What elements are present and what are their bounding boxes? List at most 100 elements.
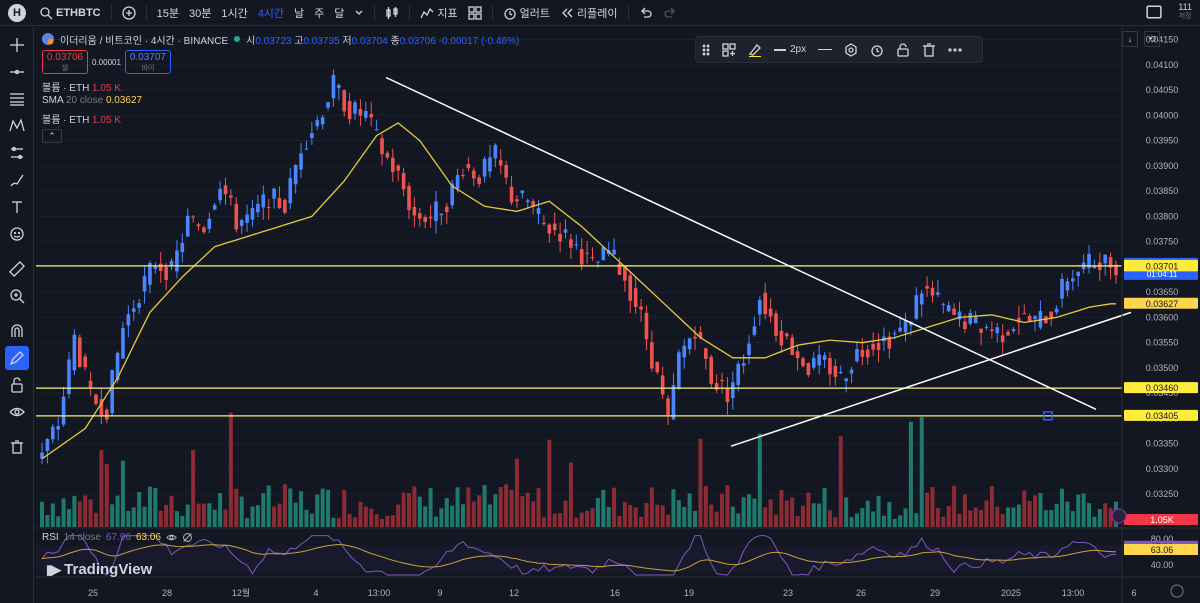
crosshair-icon — [9, 38, 24, 52]
unlock-icon — [10, 377, 23, 393]
volume-bar — [989, 485, 994, 527]
alert-add-icon[interactable] — [870, 43, 884, 57]
volume2-name: 볼륨 · ETH — [42, 115, 90, 126]
alert-button[interactable]: 얼러트 — [503, 5, 550, 21]
keep-drawing-tool[interactable] — [4, 346, 29, 370]
lock-icon[interactable] — [896, 42, 910, 57]
candle-body — [1076, 271, 1081, 277]
volume-bar — [1076, 494, 1081, 527]
interval-4h[interactable]: 4시간 — [257, 7, 285, 20]
candle-body — [650, 342, 654, 369]
volume-bar — [137, 491, 142, 527]
trash-icon[interactable] — [922, 42, 936, 57]
fullscreen-square-icon[interactable] — [1146, 4, 1162, 20]
volume-bar — [196, 503, 201, 527]
user-avatar[interactable]: H — [8, 3, 26, 22]
brush-tool[interactable] — [5, 168, 29, 192]
settings-icon[interactable] — [844, 42, 858, 57]
volume-bar — [228, 412, 233, 527]
line-color-icon[interactable] — [748, 43, 762, 57]
candle-body — [1054, 308, 1059, 313]
forecast-tool[interactable] — [5, 141, 29, 165]
candle-body — [757, 299, 762, 315]
magnet-tool[interactable] — [5, 319, 29, 343]
measure-tool[interactable] — [5, 257, 29, 281]
chart-type-button[interactable] — [385, 6, 399, 20]
symbol-search[interactable]: ETHBTC — [39, 6, 101, 20]
candle-body — [779, 330, 784, 346]
trendline-tool[interactable] — [5, 60, 29, 84]
hidden-icon[interactable] — [182, 532, 193, 543]
volume-bar — [628, 504, 633, 527]
y-tick-label: 0.03600 — [1146, 312, 1179, 322]
candle-body — [337, 84, 341, 88]
candle-body — [272, 188, 276, 199]
interval-15m[interactable]: 15분 — [156, 7, 179, 20]
volume-bar — [590, 508, 595, 527]
chevron-down-icon[interactable] — [352, 6, 366, 20]
candle-body — [644, 312, 649, 340]
candle-body — [1011, 329, 1016, 332]
line-width-select[interactable]: 2px — [774, 44, 806, 55]
interval-1M[interactable]: 달 — [334, 7, 345, 20]
volume-indicator-legend[interactable]: 볼륨 · ETH 1.05 K — [42, 79, 519, 94]
redo-button[interactable] — [663, 6, 677, 20]
reset-scale-button[interactable]: ⟲ — [1144, 31, 1160, 47]
template-icon[interactable] — [722, 42, 736, 57]
interval-1w[interactable]: 주 — [314, 7, 325, 20]
grid-icon — [468, 5, 482, 20]
collapse-legend-button[interactable]: ⌃ — [42, 129, 62, 143]
interval-1h[interactable]: 1시간 — [221, 7, 248, 20]
y-tick-label: 0.03250 — [1146, 489, 1179, 499]
pattern-tool[interactable] — [5, 114, 29, 138]
candle-body — [1108, 257, 1113, 268]
interval-1d[interactable]: 날 — [294, 7, 305, 20]
buy-button[interactable]: 0.03707 바이 — [124, 50, 171, 74]
volume2-indicator-legend[interactable]: 볼륨 · ETH 1.05 K — [42, 111, 519, 126]
emoji-tool[interactable] — [5, 222, 29, 246]
candle-body — [407, 186, 411, 211]
saved-count[interactable]: 111 저장 — [1178, 2, 1192, 22]
compare-button[interactable] — [121, 5, 136, 20]
symbol-title: 이더리움 / 비트코인 · 4시간 · BINANCE — [60, 35, 229, 47]
candle-body — [455, 174, 460, 190]
replay-button[interactable]: 리플레이 — [560, 5, 618, 21]
layout-button[interactable] — [468, 5, 482, 20]
indicators-button[interactable]: 지표 — [420, 5, 458, 21]
volume-bar — [558, 513, 563, 527]
price-chart[interactable]: 0.04150 0.04100 0.04050 0.04000 0.03950 0.039… — [36, 27, 1200, 603]
volume-bar — [919, 417, 924, 527]
undo-button[interactable] — [639, 6, 653, 20]
volume-bar — [698, 438, 703, 527]
y-tick-label: 0.03550 — [1146, 338, 1179, 348]
visibility-tool[interactable] — [5, 400, 29, 424]
hide-eye-icon[interactable] — [166, 532, 177, 543]
fib-tool[interactable] — [5, 87, 29, 111]
rsi-legend[interactable]: RSI 14 close 67.96 63.06 — [42, 532, 193, 543]
volume-bar — [752, 498, 757, 527]
sell-button[interactable]: 0.03706 셀 — [42, 50, 88, 74]
text-tool[interactable] — [5, 195, 29, 219]
volume-bar — [45, 514, 50, 527]
crosshair-tool[interactable] — [5, 33, 29, 57]
sma-indicator-legend[interactable]: SMA 20 close 0.03627 — [42, 95, 519, 109]
y-tick-label: 0.03500 — [1146, 363, 1179, 373]
candle-body — [326, 102, 330, 108]
remove-drawings-tool[interactable] — [5, 435, 29, 459]
candle-body — [126, 314, 131, 326]
volume-bar — [644, 503, 649, 527]
buy-price: 0.03707 — [129, 52, 166, 63]
interval-30m[interactable]: 30분 — [188, 7, 212, 20]
sell-price: 0.03706 — [46, 52, 84, 63]
settings-gear-icon — [1170, 584, 1184, 598]
drag-handle-icon[interactable] — [702, 43, 710, 57]
more-icon[interactable] — [948, 43, 962, 57]
zoom-tool[interactable] — [5, 284, 29, 308]
scroll-to-latest-button[interactable]: ↓ — [1122, 31, 1138, 47]
line-style-select[interactable] — [818, 49, 833, 50]
candle-body — [45, 439, 50, 452]
candle-body — [401, 172, 406, 190]
lock-tool[interactable] — [5, 373, 29, 397]
candle-body — [466, 164, 471, 169]
candle-body — [180, 242, 185, 252]
